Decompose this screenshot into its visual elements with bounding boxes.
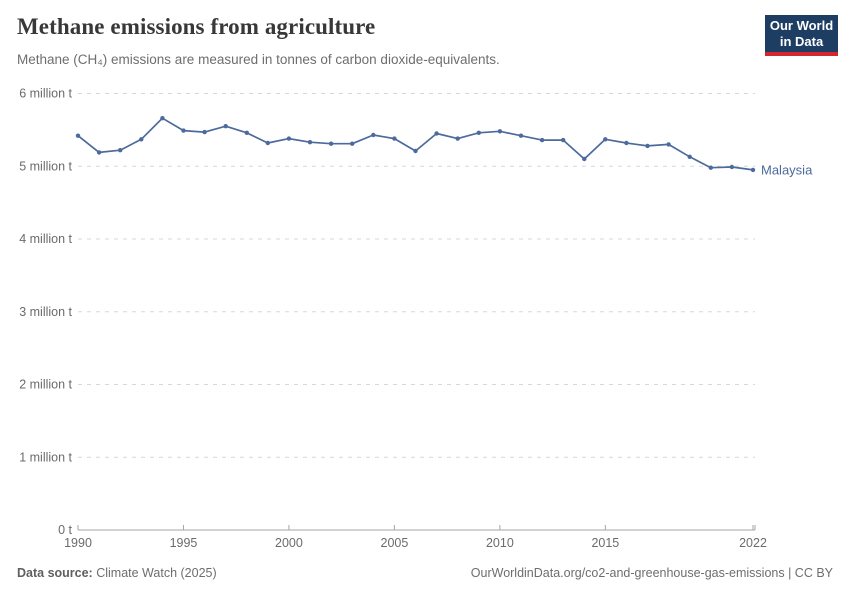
data-point <box>582 156 587 162</box>
y-tick-label: 6 million t <box>19 87 72 101</box>
x-tick-label: 1990 <box>64 536 92 550</box>
data-point <box>729 164 735 170</box>
data-point <box>603 137 608 142</box>
chart-title: Methane emissions from agriculture <box>17 14 376 39</box>
series-line <box>77 117 754 171</box>
x-tick-label: 2015 <box>591 536 619 550</box>
x-tick-label: 2022 <box>739 536 767 550</box>
y-tick-label: 5 million t <box>19 159 72 173</box>
attribution-link[interactable]: OurWorldinData.org/co2-and-greenhouse-ga… <box>470 566 833 580</box>
data-point <box>244 130 249 135</box>
x-tick-label: 2000 <box>275 536 303 550</box>
y-tick-label: 4 million t <box>19 232 72 246</box>
data-point <box>328 141 334 146</box>
data-point <box>518 133 524 138</box>
y-tick-label: 3 million t <box>19 305 72 319</box>
data-point <box>539 137 545 143</box>
data-point <box>96 150 102 155</box>
data-point <box>265 140 270 146</box>
data-point <box>561 137 566 143</box>
series-label: Malaysia <box>761 162 813 177</box>
data-point <box>624 140 629 146</box>
data-point <box>181 128 186 133</box>
data-point <box>666 142 671 147</box>
data-source-label: Data source: <box>17 566 93 580</box>
x-tick-label: 2005 <box>381 536 409 550</box>
data-point <box>497 129 503 134</box>
x-tick-label: 1995 <box>170 536 198 550</box>
data-point <box>476 130 481 135</box>
data-point <box>645 143 650 149</box>
data-point <box>139 137 144 142</box>
data-point <box>750 167 756 173</box>
y-tick-label: 2 million t <box>19 378 72 392</box>
data-source: Data source: Climate Watch (2025) <box>17 566 217 580</box>
data-point <box>75 133 81 138</box>
data-point <box>350 141 355 146</box>
y-tick-label: 0 t <box>58 523 72 537</box>
data-point <box>223 124 228 129</box>
data-point <box>160 116 165 121</box>
y-tick-label: 1 million t <box>19 450 72 464</box>
data-source-value: Climate Watch (2025) <box>96 566 217 580</box>
data-point <box>434 131 439 136</box>
chart-footer: Data source: Climate Watch (2025) OurWor… <box>17 566 833 580</box>
owid-logo-line1: Our World <box>769 17 834 33</box>
data-point <box>286 136 292 141</box>
owid-logo[interactable]: Our World in Data <box>765 15 838 56</box>
owid-logo-line2: in Data <box>779 33 824 49</box>
data-point <box>392 136 397 141</box>
data-point <box>413 148 418 154</box>
data-point <box>118 148 123 153</box>
data-point <box>307 140 313 145</box>
data-point <box>371 132 376 138</box>
chart-subtitle: Methane (CH₄) emissions are measured in … <box>17 52 500 67</box>
data-point <box>708 165 713 170</box>
data-point <box>687 154 692 159</box>
data-point <box>455 136 460 141</box>
data-point <box>202 129 207 135</box>
x-tick-label: 2010 <box>486 536 514 550</box>
